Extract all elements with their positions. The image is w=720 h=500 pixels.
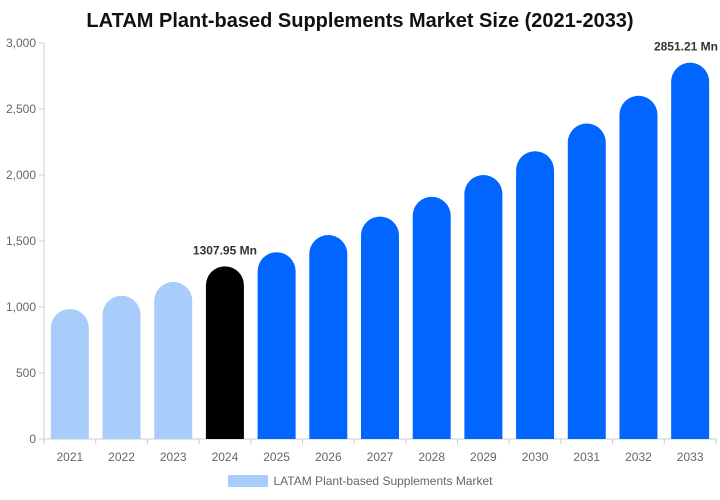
bar [102, 295, 141, 439]
y-tick-label: 500 [16, 366, 36, 380]
x-tick-label: 2024 [212, 450, 239, 464]
bar [412, 196, 451, 439]
legend-label: LATAM Plant-based Supplements Market [273, 474, 493, 488]
data-label: 1307.95 Mn [193, 243, 257, 257]
x-tick-label: 2028 [418, 450, 445, 464]
y-tick-label: 3,000 [6, 36, 36, 50]
bar [516, 151, 555, 440]
x-tick-label: 2031 [573, 450, 600, 464]
x-tick-label: 2025 [263, 450, 290, 464]
y-tick-label: 0 [29, 432, 36, 446]
bar [671, 62, 710, 439]
x-tick-label: 2029 [470, 450, 497, 464]
bar [257, 252, 296, 439]
legend-swatch [227, 475, 268, 487]
bar [309, 235, 348, 439]
x-tick-label: 2022 [108, 450, 135, 464]
y-tick-label: 2,000 [6, 168, 36, 182]
data-label: 2851.21 Mn [654, 40, 718, 54]
x-tick-label: 2032 [625, 450, 652, 464]
x-tick-label: 2023 [160, 450, 187, 464]
y-tick-label: 1,000 [6, 300, 36, 314]
bar [205, 266, 244, 439]
x-tick-label: 2027 [367, 450, 394, 464]
x-tick-label: 2033 [677, 450, 704, 464]
bar [154, 281, 193, 439]
x-tick-label: 2030 [522, 450, 549, 464]
y-tick-label: 1,500 [6, 234, 36, 248]
y-tick-label: 2,500 [6, 102, 36, 116]
chart-title: LATAM Plant-based Supplements Market Siz… [86, 10, 634, 32]
bar [50, 308, 89, 439]
x-tick-label: 2021 [56, 450, 83, 464]
bar [464, 175, 503, 439]
x-tick-label: 2026 [315, 450, 342, 464]
bar [619, 95, 658, 439]
legend[interactable]: LATAM Plant-based Supplements Market [0, 474, 720, 488]
bar [567, 123, 606, 439]
bar [361, 216, 399, 439]
